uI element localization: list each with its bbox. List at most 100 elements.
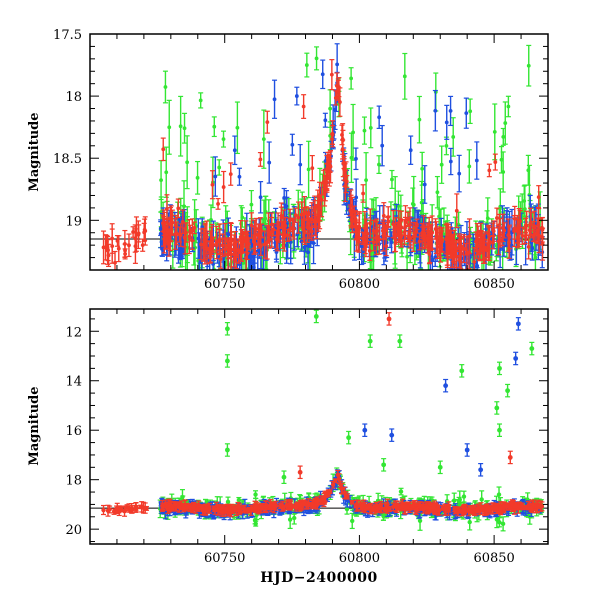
top-green-point bbox=[467, 150, 472, 183]
top-y-tick-label: 18.5 bbox=[53, 152, 82, 167]
top-blue-point bbox=[294, 87, 299, 105]
top-red-point bbox=[210, 171, 215, 199]
top-red-point bbox=[221, 171, 226, 202]
bottom-red-outlier bbox=[387, 313, 392, 325]
bottom-x-tick-label: 60750 bbox=[204, 551, 245, 566]
top-red-point bbox=[310, 156, 315, 181]
top-red-point bbox=[216, 199, 221, 210]
top-green-point bbox=[364, 153, 369, 208]
top-y-axis-label: Magnitude bbox=[27, 112, 42, 191]
top-green-point bbox=[368, 108, 373, 148]
bottom-green-point bbox=[461, 491, 466, 502]
top-blue-point bbox=[474, 142, 479, 179]
bottom-x-tick-label: 60850 bbox=[473, 551, 514, 566]
bottom-green-outlier bbox=[346, 431, 351, 443]
top-green-point bbox=[506, 96, 511, 116]
bottom-red-point bbox=[456, 508, 461, 512]
top-red-point bbox=[142, 219, 147, 240]
top-green-point bbox=[163, 71, 168, 103]
bottom-red-point bbox=[245, 508, 250, 512]
bottom-green-outlier bbox=[494, 402, 499, 414]
top-green-point bbox=[235, 102, 240, 153]
top-blue-point bbox=[320, 60, 325, 88]
top-blue-point bbox=[267, 142, 272, 183]
top-red-point bbox=[265, 111, 270, 133]
bottom-red-outlier bbox=[298, 466, 303, 478]
bottom-red-point bbox=[353, 504, 358, 508]
top-green-point bbox=[349, 68, 354, 89]
top-green-point bbox=[362, 117, 367, 144]
top-green-point bbox=[376, 156, 381, 174]
top-green-point bbox=[217, 160, 222, 175]
top-red-point bbox=[110, 229, 115, 263]
top-blue-point bbox=[258, 182, 263, 213]
top-blue-point bbox=[433, 91, 438, 131]
bottom-blue-outlier bbox=[478, 464, 483, 476]
top-blue-point bbox=[237, 168, 242, 185]
top-green-point bbox=[417, 96, 422, 142]
bottom-y-tick-label: 18 bbox=[65, 474, 82, 489]
top-red-point bbox=[161, 138, 166, 160]
bottom-red-point bbox=[101, 506, 106, 515]
top-green-point bbox=[195, 162, 200, 195]
top-blue-point bbox=[323, 113, 328, 127]
top-x-tick-label: 60800 bbox=[339, 277, 380, 292]
top-green-point bbox=[221, 131, 226, 147]
top-blue-point bbox=[290, 134, 295, 155]
bottom-green-outlier bbox=[281, 471, 286, 483]
top-green-point bbox=[304, 53, 309, 77]
top-red-point bbox=[228, 163, 233, 185]
bottom-green-outlier bbox=[381, 459, 386, 471]
bottom-blue-outlier bbox=[443, 380, 448, 392]
bottom-red-outlier bbox=[508, 451, 513, 463]
bottom-red-point bbox=[195, 507, 200, 511]
top-red-point bbox=[493, 154, 498, 170]
bottom-green-point bbox=[501, 517, 506, 531]
top-blue-point bbox=[380, 126, 385, 166]
top-y-tick-label: 17.5 bbox=[53, 28, 82, 43]
bottom-green-outlier bbox=[397, 335, 402, 347]
bottom-green-point bbox=[399, 488, 404, 495]
top-green-point bbox=[335, 0, 340, 26]
top-y-tick-label: 19 bbox=[65, 214, 82, 229]
bottom-green-outlier bbox=[459, 365, 464, 377]
bottom-y-tick-label: 12 bbox=[65, 325, 82, 340]
top-blue-point bbox=[298, 145, 303, 185]
bottom-green-outlier bbox=[438, 461, 443, 473]
top-blue-point bbox=[422, 166, 427, 204]
bottom-blue-outlier bbox=[362, 424, 367, 436]
top-x-tick-label: 60850 bbox=[473, 277, 514, 292]
top-green-point bbox=[167, 100, 172, 154]
bottom-plot-area bbox=[90, 310, 548, 531]
top-red-point bbox=[301, 95, 306, 119]
bottom-red-point bbox=[536, 503, 541, 507]
bottom-blue-outlier bbox=[513, 352, 518, 364]
top-green-point bbox=[306, 141, 311, 197]
bottom-y-tick-label: 14 bbox=[65, 375, 82, 390]
top-green-point bbox=[198, 93, 203, 108]
bottom-green-outlier bbox=[505, 384, 510, 396]
bottom-blue-outlier bbox=[389, 429, 394, 441]
bottom-green-outlier bbox=[529, 342, 534, 354]
bottom-y-axis-label: Magnitude bbox=[27, 386, 42, 465]
top-green-point bbox=[178, 96, 183, 156]
top-red-point bbox=[487, 164, 492, 176]
x-axis-label: HJD−2400000 bbox=[260, 570, 377, 586]
top-blue-point bbox=[448, 96, 453, 125]
bottom-green-outlier bbox=[368, 335, 373, 347]
bottom-green-outlier bbox=[314, 310, 319, 322]
top-red-point bbox=[258, 153, 263, 167]
top-plot-area bbox=[90, 0, 548, 295]
bottom-blue-outlier bbox=[516, 318, 521, 330]
top-green-point bbox=[314, 47, 319, 70]
bottom-green-outlier bbox=[497, 424, 502, 436]
bottom-green-point bbox=[253, 491, 258, 498]
bottom-green-outlier bbox=[225, 355, 230, 367]
top-green-point bbox=[492, 104, 497, 160]
top-green-point bbox=[526, 45, 531, 86]
